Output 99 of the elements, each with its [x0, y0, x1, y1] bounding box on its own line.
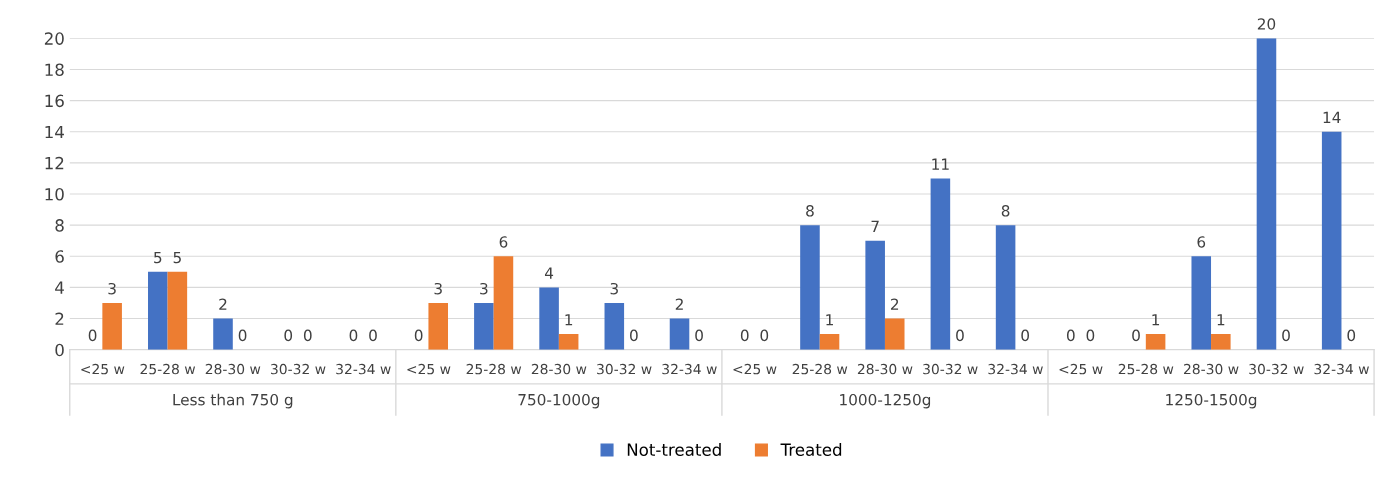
y-tick-label: 12 — [45, 156, 64, 170]
bar — [213, 318, 233, 350]
bar — [1211, 334, 1231, 350]
x-tick-label: <25 w — [407, 363, 451, 375]
data-label: 0 — [88, 329, 97, 342]
data-label: 3 — [610, 282, 618, 295]
data-label: 3 — [434, 282, 442, 295]
data-label: 4 — [544, 267, 554, 279]
data-label: 1 — [1152, 314, 1160, 326]
data-label: 8 — [806, 205, 814, 217]
bar — [148, 271, 168, 350]
data-label: 8 — [1001, 205, 1010, 217]
y-tick-label: 8 — [55, 219, 64, 232]
data-label: 2 — [890, 298, 899, 310]
data-label: 11 — [932, 158, 949, 170]
data-label: 3 — [108, 282, 116, 295]
x-tick-label: 32-34 w — [662, 363, 717, 375]
legend-label: Not-treated — [627, 443, 721, 456]
x-tick-label: <25 w — [81, 363, 125, 375]
x-tick-label: 28-30 w — [857, 363, 913, 375]
data-label: 7 — [871, 220, 879, 232]
x-tick-label: 32-34 w — [336, 363, 391, 375]
data-label: 3 — [480, 282, 488, 295]
bar — [167, 271, 188, 350]
data-label: 0 — [284, 329, 293, 342]
data-label: 1 — [565, 314, 573, 326]
bar — [1145, 334, 1166, 350]
data-label: 0 — [349, 329, 358, 342]
bar — [428, 302, 448, 350]
x-tick-label: 30-32 w — [597, 363, 652, 375]
x-tick-label: 32-34 w — [988, 363, 1043, 375]
y-tick-label: 20 — [44, 32, 64, 45]
x-tick-label: <25 w — [1059, 363, 1103, 375]
x-tick-label: 25-28 w — [1118, 363, 1174, 375]
data-label: 6 — [1197, 236, 1206, 248]
bar — [819, 334, 840, 350]
y-tick-label: 10 — [45, 187, 64, 201]
data-label: 0 — [303, 329, 312, 342]
data-label: 0 — [956, 329, 964, 342]
y-tick-label: 6 — [55, 250, 64, 263]
data-label: 0 — [414, 329, 423, 342]
bar — [604, 302, 625, 350]
data-label: 0 — [1132, 329, 1140, 342]
x-tick-label: 28-30 w — [205, 363, 261, 375]
bar — [930, 178, 951, 350]
text: Less than 750 g — [173, 393, 293, 409]
bar — [1321, 131, 1342, 350]
y-tick-label: 18 — [45, 63, 64, 77]
bar — [493, 256, 514, 350]
x-tick-label: 30-32 w — [271, 363, 326, 375]
data-label: 0 — [695, 329, 703, 342]
x-tick-label: 28-30 w — [531, 363, 587, 375]
text: 1000-1250g — [840, 393, 931, 409]
data-label: 0 — [740, 329, 749, 342]
bar — [539, 287, 559, 350]
y-tick-label: 16 — [45, 94, 64, 108]
data-label: 0 — [1066, 329, 1075, 342]
bar — [558, 334, 579, 350]
data-label: 1 — [826, 314, 833, 326]
x-tick-label: 28-30 w — [1183, 363, 1239, 375]
data-label: 0 — [760, 329, 769, 342]
y-tick-label: 4 — [55, 281, 64, 294]
bar — [800, 225, 820, 350]
data-label: 5 — [173, 251, 181, 264]
x-tick-label: 25-28 w — [792, 363, 848, 375]
bar — [884, 318, 905, 350]
data-label: 2 — [675, 298, 683, 310]
data-label: 2 — [219, 298, 227, 310]
x-tick-label: 25-28 w — [466, 363, 522, 375]
text: 1250-1500g — [1166, 393, 1257, 409]
bar — [995, 225, 1016, 350]
x-tick-label: 30-32 w — [923, 363, 978, 375]
legend-label: Treated — [780, 443, 842, 456]
y-tick-label: 14 — [45, 125, 64, 139]
x-tick-label: <25 w — [733, 363, 777, 375]
bar — [865, 240, 885, 350]
x-tick-label: 25-28 w — [140, 363, 196, 375]
bar — [1191, 256, 1212, 350]
data-label: 6 — [499, 236, 508, 248]
bar — [669, 318, 690, 350]
x-tick-label: 32-34 w — [1314, 363, 1369, 375]
data-label: 0 — [1086, 329, 1095, 342]
data-label: 0 — [238, 329, 247, 342]
bar — [474, 302, 494, 350]
y-tick-label: 2 — [55, 312, 64, 325]
bar — [1256, 38, 1277, 350]
bar — [102, 302, 122, 350]
data-label: 0 — [1282, 329, 1290, 342]
data-label: 0 — [1347, 329, 1356, 342]
y-tick-label: 0 — [55, 343, 64, 357]
text: 750-1000g — [518, 393, 600, 409]
data-label: 1 — [1217, 314, 1225, 326]
data-label: 14 — [1323, 111, 1341, 123]
data-label: 0 — [369, 329, 377, 342]
data-label: 0 — [1021, 329, 1030, 342]
data-label: 20 — [1257, 18, 1276, 30]
data-label: 5 — [154, 251, 162, 264]
data-label: 0 — [630, 329, 638, 342]
x-tick-label: 30-32 w — [1249, 363, 1304, 375]
